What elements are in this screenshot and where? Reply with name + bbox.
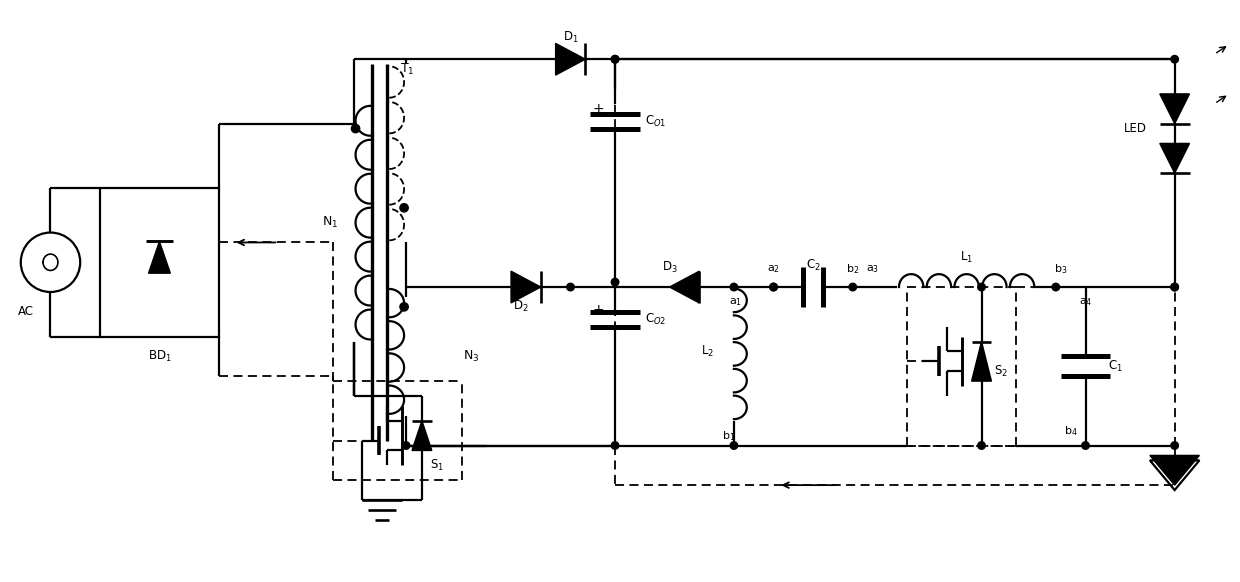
Text: +: + [593, 303, 604, 317]
Text: T$_1$: T$_1$ [399, 62, 414, 77]
Circle shape [978, 442, 986, 449]
Text: D$_1$: D$_1$ [563, 30, 578, 45]
Text: C$_2$: C$_2$ [806, 258, 821, 273]
Text: b$_4$: b$_4$ [1064, 424, 1078, 438]
Text: N$_3$: N$_3$ [464, 349, 480, 364]
Polygon shape [1159, 94, 1189, 123]
Text: L$_1$: L$_1$ [960, 250, 973, 265]
Circle shape [351, 125, 360, 133]
Circle shape [1171, 55, 1178, 63]
Circle shape [1171, 283, 1178, 291]
Circle shape [978, 283, 986, 291]
Text: D$_2$: D$_2$ [513, 299, 528, 314]
Text: C$_{O1}$: C$_{O1}$ [645, 114, 666, 129]
Circle shape [1171, 442, 1178, 449]
Text: a$_3$: a$_3$ [866, 263, 879, 275]
Text: C$_{O2}$: C$_{O2}$ [645, 312, 666, 327]
Circle shape [401, 303, 408, 311]
Text: C$_1$: C$_1$ [1107, 359, 1122, 374]
Circle shape [401, 204, 408, 212]
Text: a$_4$: a$_4$ [1079, 296, 1092, 308]
Circle shape [1081, 442, 1089, 449]
Polygon shape [149, 242, 170, 273]
Text: LED: LED [1123, 122, 1147, 135]
Circle shape [1052, 283, 1059, 291]
Circle shape [730, 442, 738, 449]
Circle shape [730, 283, 738, 291]
Polygon shape [972, 342, 992, 381]
Circle shape [611, 278, 619, 286]
Bar [100, 188, 219, 336]
Circle shape [402, 442, 410, 449]
Polygon shape [670, 271, 699, 303]
Polygon shape [511, 271, 541, 303]
Text: b$_2$: b$_2$ [846, 262, 859, 276]
Circle shape [611, 55, 619, 63]
Text: BD$_1$: BD$_1$ [148, 349, 171, 364]
Text: b$_1$: b$_1$ [722, 429, 735, 442]
Text: D$_3$: D$_3$ [662, 260, 677, 275]
Circle shape [849, 283, 857, 291]
Circle shape [1171, 283, 1178, 291]
Circle shape [611, 442, 619, 449]
Text: a$_1$: a$_1$ [729, 296, 743, 308]
Text: S$_1$: S$_1$ [430, 458, 444, 473]
Polygon shape [412, 421, 432, 450]
Text: S$_2$: S$_2$ [994, 364, 1008, 379]
Circle shape [770, 283, 777, 291]
Polygon shape [556, 44, 585, 75]
Polygon shape [1149, 456, 1199, 485]
Text: +: + [593, 102, 604, 116]
Circle shape [611, 55, 619, 63]
Text: L$_2$: L$_2$ [701, 344, 714, 359]
Polygon shape [1159, 143, 1189, 173]
Circle shape [770, 283, 777, 291]
Text: AC: AC [17, 306, 33, 318]
Text: b$_3$: b$_3$ [1054, 262, 1068, 276]
Text: a$_2$: a$_2$ [768, 263, 780, 275]
Text: N$_1$: N$_1$ [321, 215, 337, 230]
Circle shape [567, 283, 574, 291]
